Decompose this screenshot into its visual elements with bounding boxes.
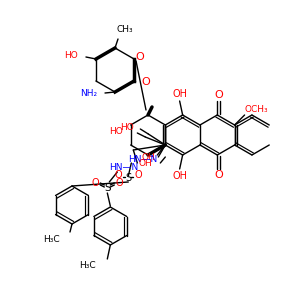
Text: NH₂: NH₂ bbox=[80, 89, 97, 98]
Text: O: O bbox=[214, 90, 223, 100]
Text: OH: OH bbox=[172, 89, 187, 99]
Text: H₃C: H₃C bbox=[44, 236, 60, 244]
Text: O: O bbox=[136, 52, 144, 62]
Text: O: O bbox=[115, 170, 122, 180]
Text: OCH₃: OCH₃ bbox=[245, 104, 268, 113]
Text: HO: HO bbox=[121, 122, 134, 131]
Text: CH₃: CH₃ bbox=[117, 26, 133, 34]
Text: O: O bbox=[142, 77, 150, 87]
Text: HN—N: HN—N bbox=[109, 164, 138, 172]
Text: HO: HO bbox=[64, 52, 78, 61]
Text: OH: OH bbox=[172, 171, 187, 181]
Text: OH: OH bbox=[139, 160, 152, 169]
Text: S: S bbox=[104, 183, 111, 193]
Text: O: O bbox=[134, 170, 142, 180]
Text: OH: OH bbox=[141, 154, 155, 163]
Text: O: O bbox=[92, 178, 99, 188]
Text: O: O bbox=[116, 178, 123, 188]
Text: H₃C: H₃C bbox=[79, 260, 95, 269]
Text: HN—N: HN—N bbox=[128, 155, 157, 164]
Text: HO: HO bbox=[110, 127, 123, 136]
Text: O: O bbox=[214, 170, 223, 180]
Text: S: S bbox=[125, 173, 131, 183]
